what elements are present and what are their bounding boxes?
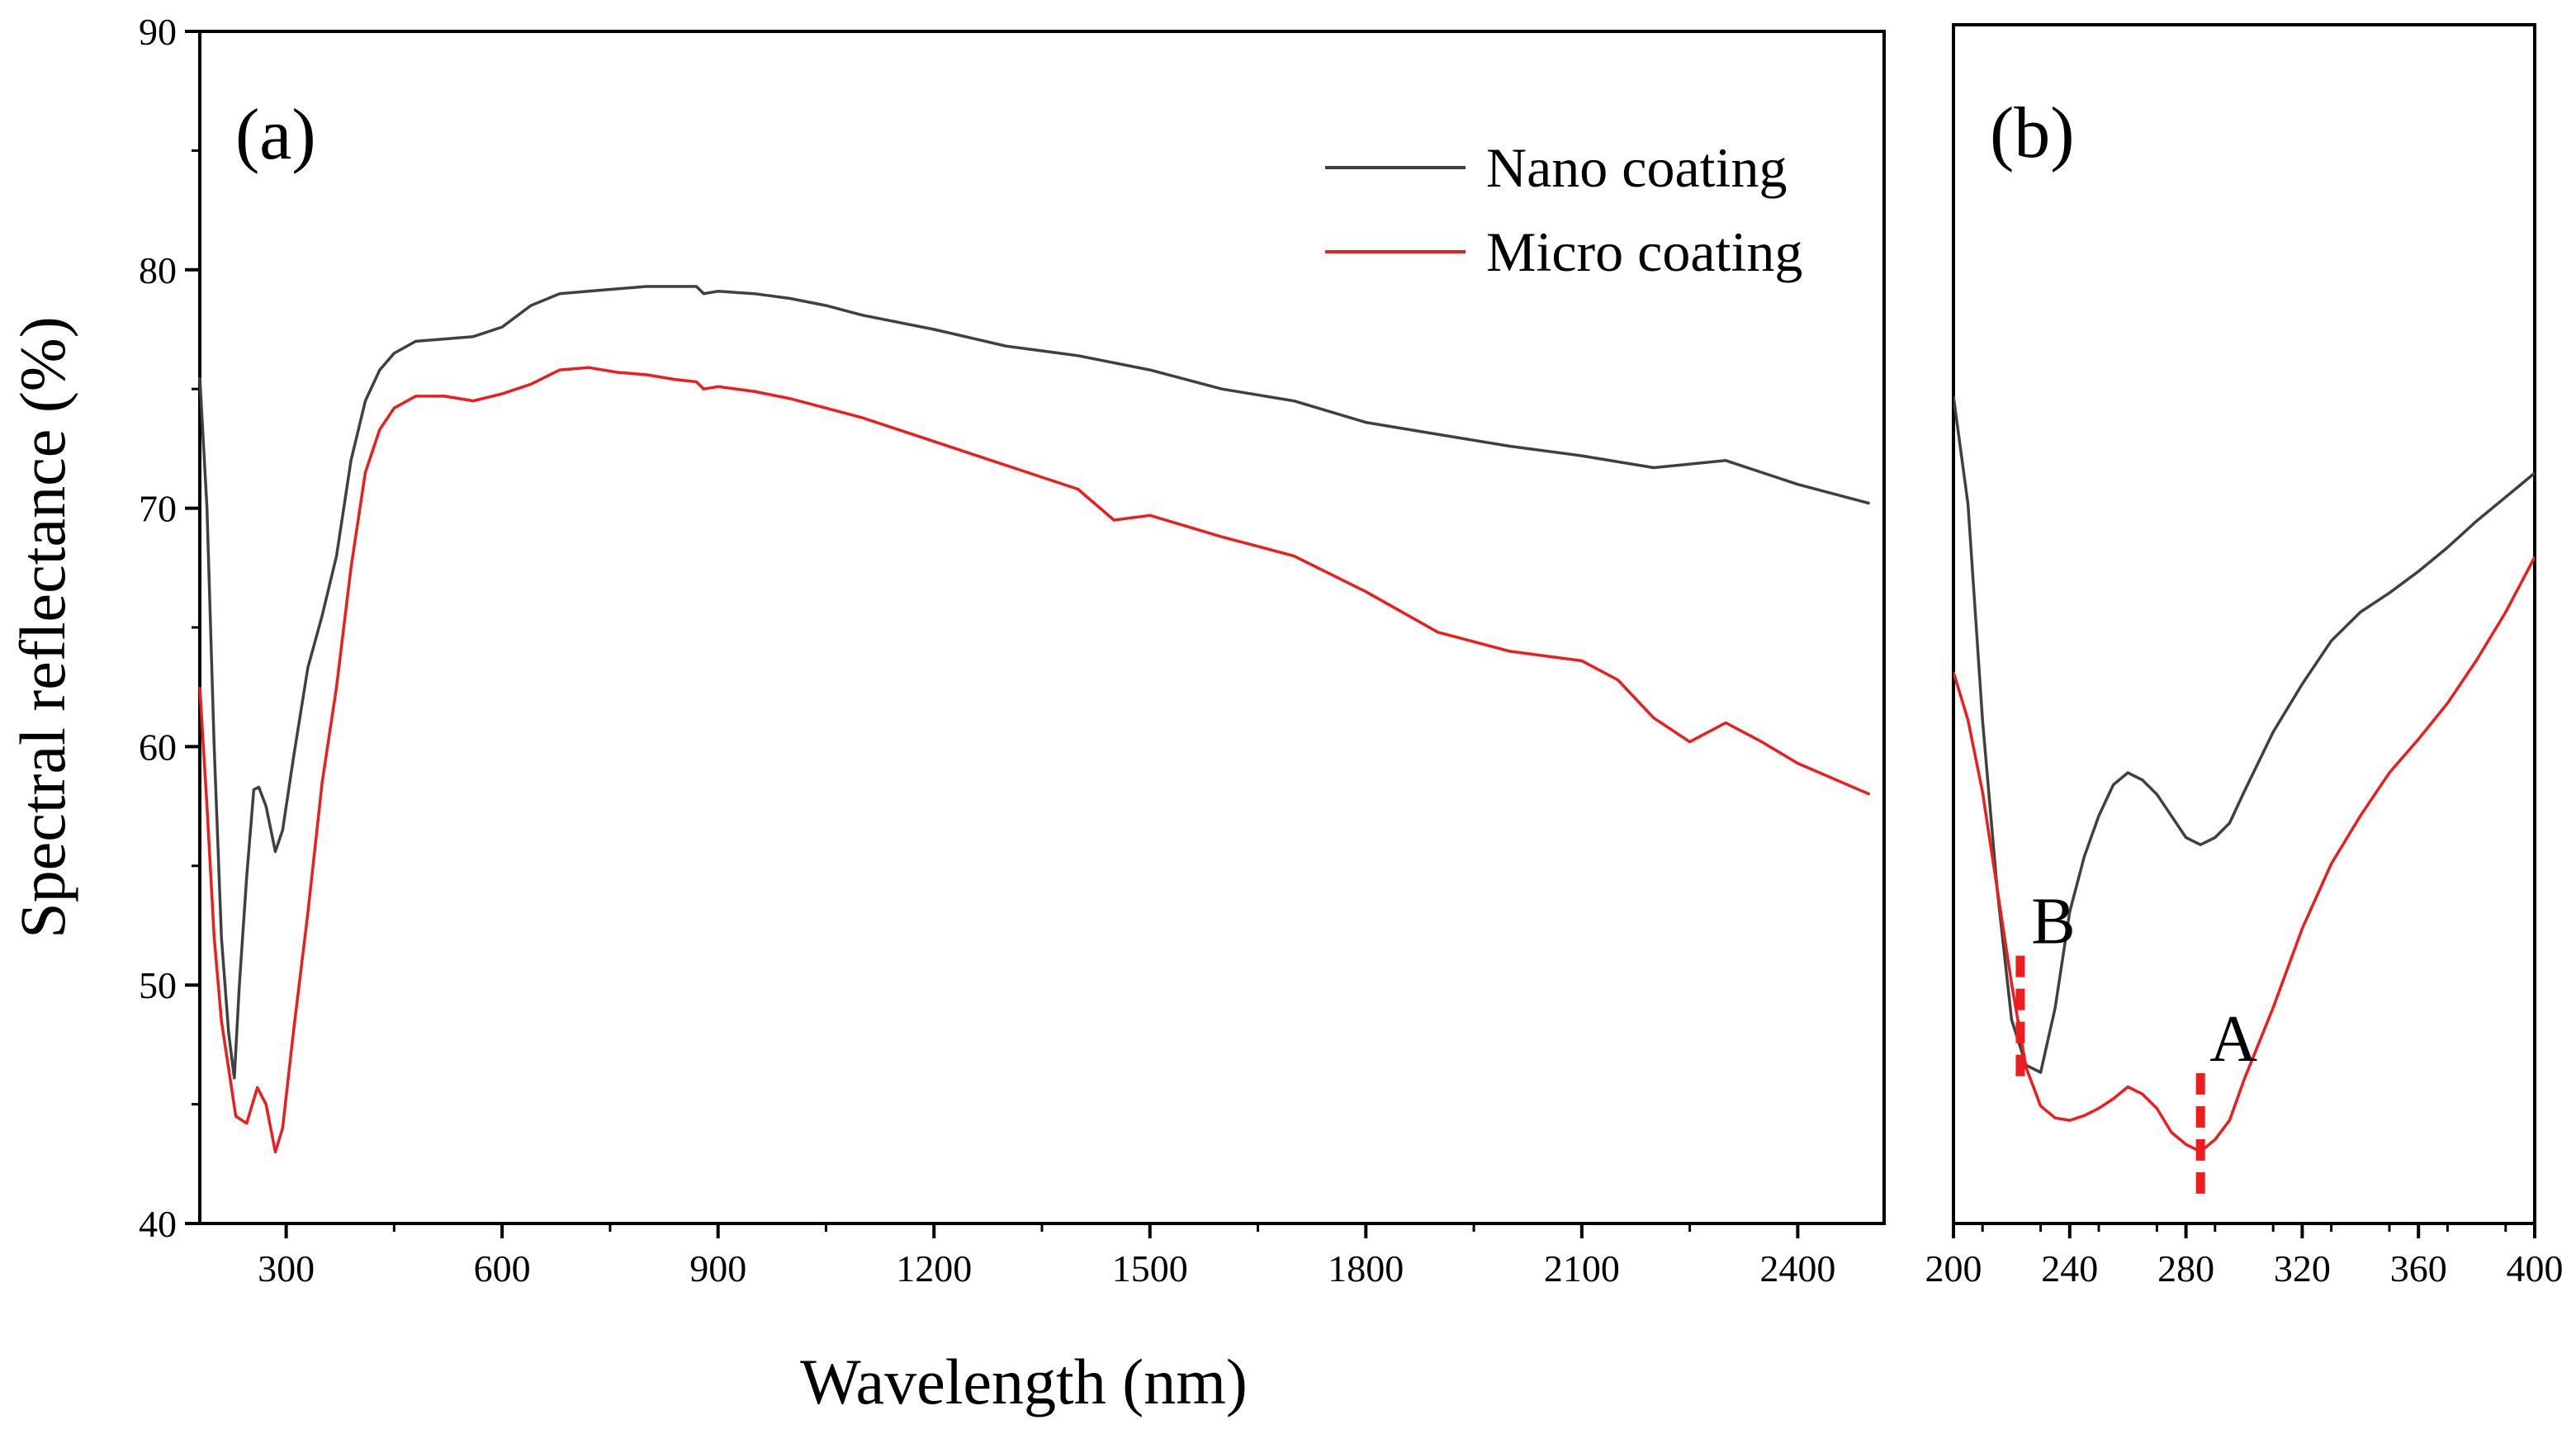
x-tick-label-1500: 1500 xyxy=(1112,1247,1188,1290)
panel-b-series-group xyxy=(1953,395,2535,1153)
legend: Nano coating Micro coating xyxy=(1325,136,1802,283)
panel-b-annotations: AB xyxy=(2015,886,2257,1201)
b-series-line-nano-coating xyxy=(1953,395,2535,1074)
y-tick-label-90: 90 xyxy=(139,11,177,53)
b-x-tick-label-400: 400 xyxy=(2507,1247,2564,1290)
panel-a-chart: 300 600 900 1200 1500 1800 2100 2400 40 50 60 70 80 9… xyxy=(7,11,1886,1417)
series-line-nano-coating xyxy=(198,285,1871,1080)
x-axis-title: Wavelength (nm) xyxy=(800,1346,1248,1417)
panel-b-chart: 200 240 280 320 360 400 AB (b) xyxy=(1925,23,2564,1290)
y-axis-title: Spectral reflectance (%) xyxy=(7,316,78,939)
legend-label-micro: Micro coating xyxy=(1486,220,1802,283)
x-tick-label-300: 300 xyxy=(258,1247,315,1290)
x-tick-label-1800: 1800 xyxy=(1328,1247,1404,1290)
marker-label-b: B xyxy=(2031,886,2075,958)
x-tick-label-2100: 2100 xyxy=(1544,1247,1620,1290)
y-tick-label-40: 40 xyxy=(139,1203,177,1245)
b-x-tick-label-280: 280 xyxy=(2157,1247,2214,1290)
x-tick-label-2400: 2400 xyxy=(1759,1247,1835,1290)
b-x-tick-label-320: 320 xyxy=(2274,1247,2331,1290)
y-tick-label-80: 80 xyxy=(139,249,177,291)
series-line-micro-coating xyxy=(198,366,1871,1154)
marker-label-a: A xyxy=(2209,1003,2257,1076)
panel-a-label: (a) xyxy=(235,95,316,175)
panel-b-plot-frame xyxy=(1952,23,2536,1225)
x-tick-label-1200: 1200 xyxy=(896,1247,972,1290)
panel-b-axis-ticks xyxy=(1952,1223,2536,1238)
y-tick-label-60: 60 xyxy=(139,726,177,768)
y-tick-label-70: 70 xyxy=(139,488,177,530)
y-tick-label-50: 50 xyxy=(139,964,177,1006)
panel-a-series-group xyxy=(198,285,1871,1154)
panel-b-tick-labels: 200 240 280 320 360 400 xyxy=(1925,1247,2564,1290)
x-tick-label-900: 900 xyxy=(689,1247,746,1290)
panel-a-plot-frame xyxy=(198,30,1886,1225)
legend-label-nano: Nano coating xyxy=(1486,136,1787,199)
b-x-tick-label-360: 360 xyxy=(2390,1247,2447,1290)
panel-a-tick-labels: 300 600 900 1200 1500 1800 2100 2400 40 50 60 70 80 9… xyxy=(139,11,1835,1290)
b-x-tick-label-200: 200 xyxy=(1925,1247,1982,1290)
x-tick-label-600: 600 xyxy=(474,1247,531,1290)
panel-a-axis-ticks xyxy=(185,30,1800,1238)
b-x-tick-label-240: 240 xyxy=(2041,1247,2098,1290)
b-series-line-micro-coating xyxy=(1953,556,2535,1153)
panel-b-label: (b) xyxy=(1990,93,2075,173)
